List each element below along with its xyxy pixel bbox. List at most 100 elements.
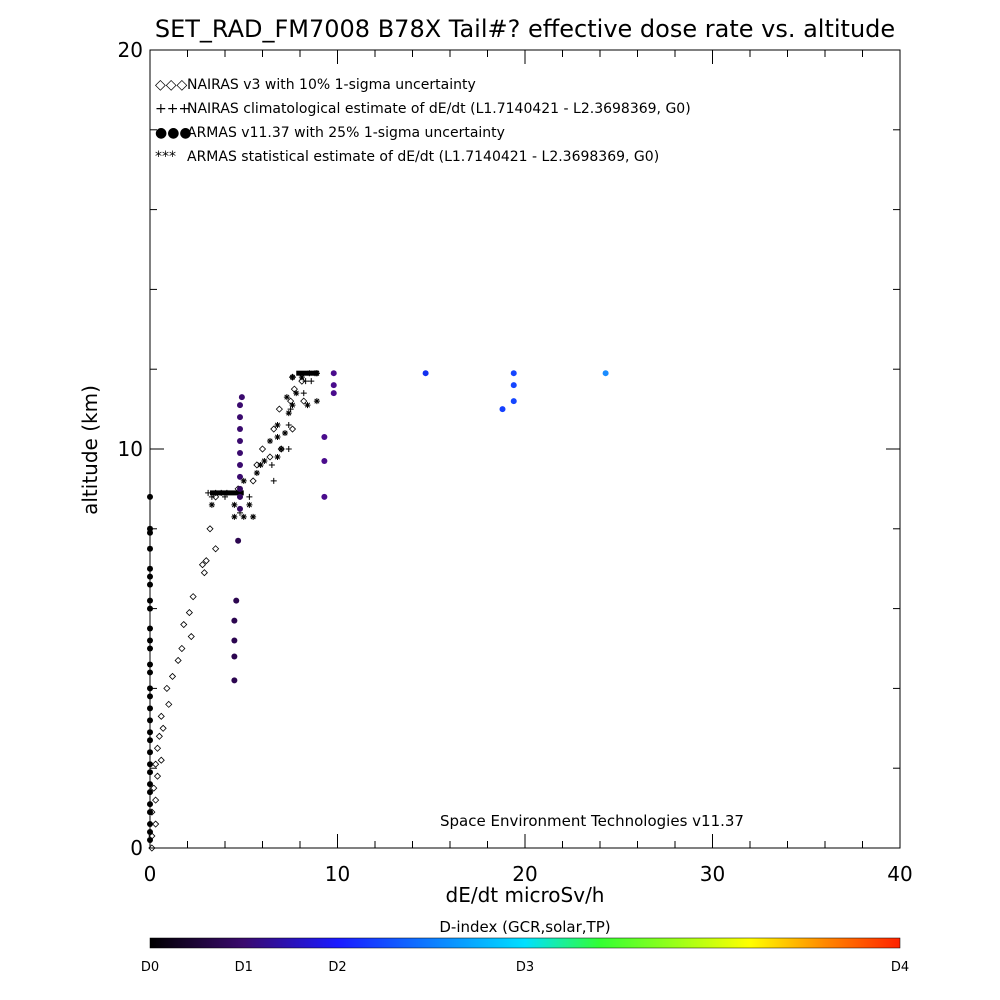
tick-labels: 0 10 20 30 40 0 10 20 (118, 38, 913, 886)
armas-stat-point (289, 374, 296, 381)
armas-stat-point (231, 501, 238, 508)
armas-stat-point (285, 410, 292, 417)
x-tick-label: 40 (887, 862, 912, 886)
armas-point (237, 461, 243, 468)
nairas-clim-point (205, 489, 212, 496)
armas-point (237, 402, 243, 409)
armas-point (147, 597, 153, 604)
nairas-point (258, 445, 267, 453)
nairas-point (148, 844, 156, 852)
nairas-clim-point (218, 489, 225, 496)
nairas-point (157, 756, 165, 764)
armas-stat-point (274, 422, 281, 429)
legend-label: ARMAS v11.37 with 25% 1-sigma uncertaint… (187, 125, 505, 141)
armas-point (330, 382, 337, 389)
colorbar-title: D-index (GCR,solar,TP) (439, 918, 610, 936)
armas-point (147, 781, 153, 788)
armas-point (147, 669, 153, 676)
armas-point (147, 661, 153, 668)
armas-point (330, 370, 337, 377)
armas-stat-point (306, 370, 313, 377)
armas-point (147, 769, 153, 776)
armas-point (510, 398, 517, 405)
armas-point (147, 837, 153, 844)
armas-stat-point (313, 398, 320, 405)
y-tick-label: 10 (118, 437, 143, 461)
plot-frame (149, 49, 901, 849)
colorbar-label: D2 (328, 960, 346, 975)
armas-stat-point (298, 374, 305, 381)
armas-point (147, 625, 153, 632)
armas-point (235, 537, 242, 544)
axis-ticks (149, 49, 901, 849)
armas-point (602, 370, 609, 377)
y-tick-label: 20 (118, 38, 143, 62)
x-tick-label: 0 (144, 862, 157, 886)
nairas-clim-point (223, 489, 230, 496)
armas-point (231, 617, 238, 624)
colorbar-label: D3 (516, 960, 534, 975)
armas-stat-point (240, 513, 247, 520)
armas-stat-point (246, 501, 253, 508)
armas-stat-point (283, 394, 290, 401)
nairas-point (202, 557, 210, 565)
colorbar (149, 937, 901, 949)
armas-point (147, 645, 153, 652)
nairas-point (159, 724, 167, 732)
nairas-point (152, 820, 160, 828)
nairas-clim-point (308, 378, 315, 385)
nairas-clim-point (246, 493, 253, 500)
armas-stat-point (282, 430, 288, 437)
credit-annotation: Space Environment Technologies v11.37 (440, 812, 744, 830)
y-tick-label: 0 (130, 836, 143, 860)
nairas-point (212, 493, 220, 501)
x-axis-label: dE/dt microSv/h (446, 883, 605, 907)
nairas-point (275, 405, 283, 413)
armas-stat-point (231, 513, 238, 520)
armas-point (147, 685, 153, 692)
nairas-point (288, 425, 297, 433)
armas-point (147, 693, 153, 700)
nairas-point (187, 632, 195, 641)
nairas-point (157, 712, 165, 720)
nairas-point (298, 377, 306, 385)
armas-point (147, 789, 153, 796)
nairas-point (290, 385, 298, 393)
nairas-point (266, 453, 274, 461)
armas-point (237, 449, 243, 456)
nairas-point (212, 545, 220, 553)
nairas-clim-point (302, 378, 309, 385)
armas-point (237, 438, 243, 445)
armas-stat-point (304, 402, 311, 409)
nairas-point (198, 561, 207, 569)
armas-point (147, 717, 153, 724)
legend-label: NAIRAS v3 with 10% 1-sigma uncertainty (187, 77, 476, 93)
armas-point (321, 457, 328, 464)
nairas-point (155, 732, 163, 740)
armas-stat-point (250, 513, 257, 520)
colorbar-labels: D0 D1 D2 D3 D4 (141, 960, 909, 975)
colorbar-label: D4 (891, 960, 909, 975)
nairas-clim-point (208, 493, 215, 500)
nairas-clim-point (268, 461, 275, 468)
legend: ◇◇◇ NAIRAS v3 with 10% 1-sigma uncertaint… (155, 77, 691, 165)
nairas-point (153, 744, 162, 752)
armas-point (147, 545, 153, 552)
nairas-point (287, 397, 295, 405)
armas-stat-point (240, 477, 247, 484)
armas-stat-point (208, 501, 215, 508)
y-axis-label: altitude (km) (78, 385, 102, 515)
armas-point (147, 637, 153, 644)
legend-label: ARMAS statistical estimate of dE/dt (L1.… (187, 149, 659, 165)
armas-point (147, 529, 153, 536)
armas-point (499, 406, 506, 413)
armas-point (510, 370, 517, 377)
armas-point (147, 729, 153, 736)
legend-label: NAIRAS climatological estimate of dE/dt … (187, 101, 691, 117)
nairas-clim-point (212, 489, 219, 496)
armas-point (237, 505, 243, 512)
nairas-point (178, 644, 186, 653)
nairas-point (200, 569, 208, 577)
nairas-clim-point (285, 422, 292, 429)
armas-stat-point (274, 453, 281, 460)
